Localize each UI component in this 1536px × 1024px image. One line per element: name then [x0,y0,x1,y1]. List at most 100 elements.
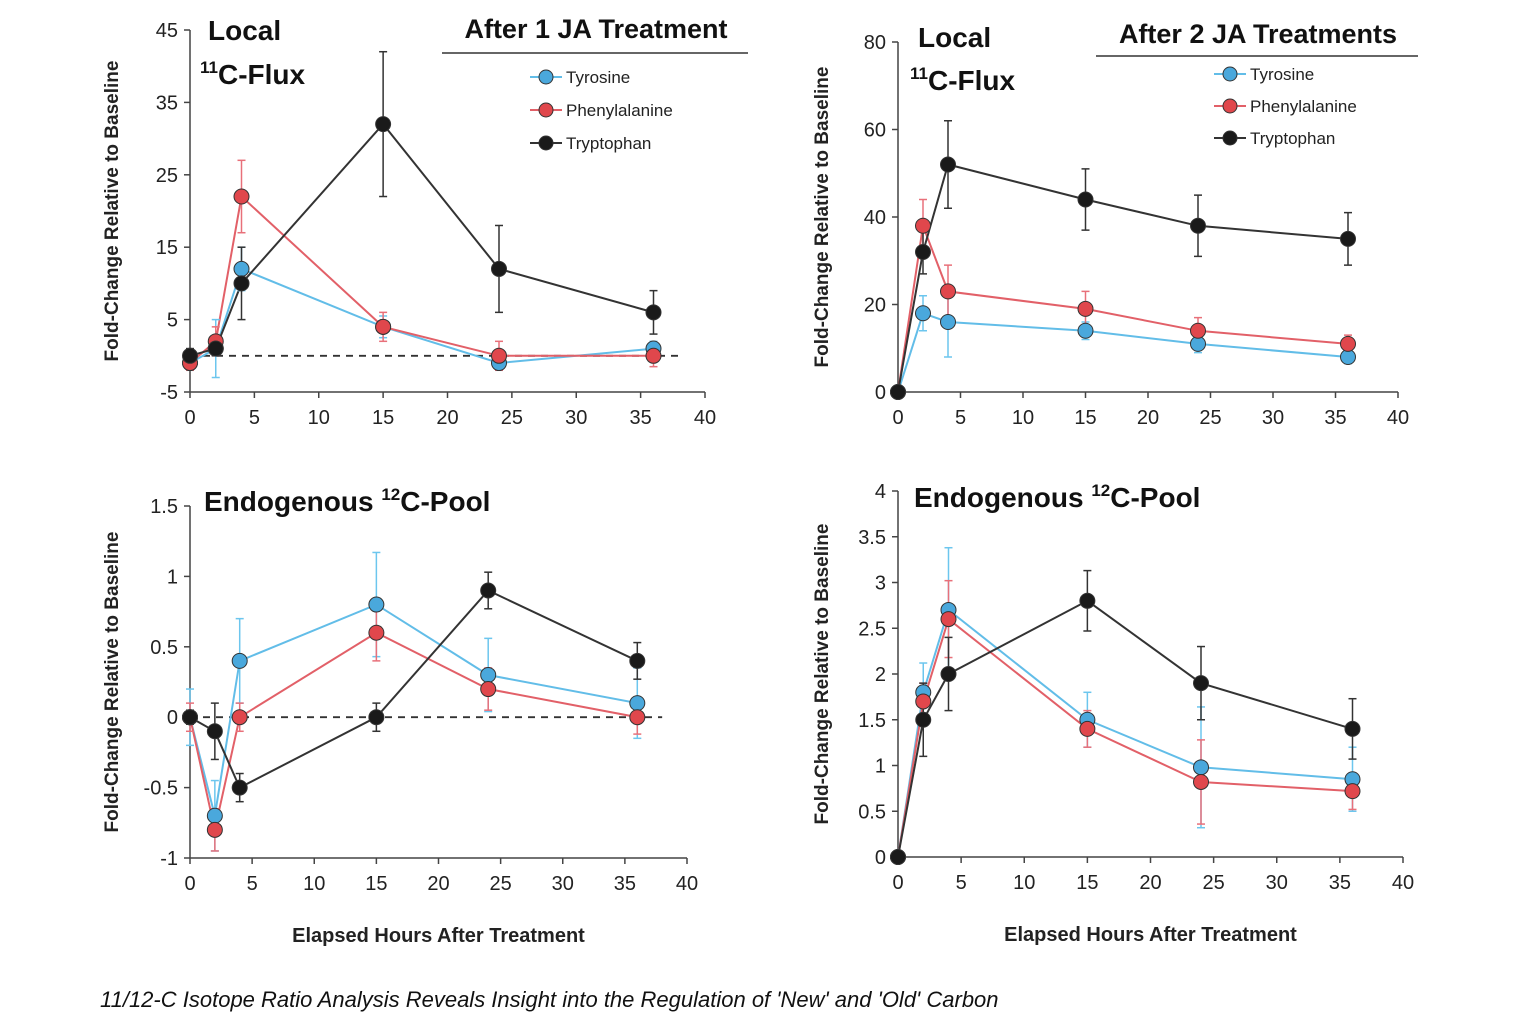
x-tick-label: 40 [694,407,716,429]
x-tick-label: 30 [552,873,574,895]
y-tick-label: 45 [156,20,178,42]
data-point-tyrosine [1077,322,1094,339]
x-tick-label: 25 [501,407,523,429]
chart-panel-pool-2-treatments: 00.511.522.533.540 5 10 15 20 25 30 35 40Fold-Ch… [812,481,1414,946]
data-point-tryptophan [1340,230,1356,247]
data-point-tryptophan [231,779,248,796]
data-point-phenylalanine [368,624,385,641]
y-tick-label: 1 [167,566,178,588]
legend-marker-phenylalanine [538,102,554,118]
x-tick-label: 35 [614,873,636,895]
x-tick-label: 20 [1137,407,1159,429]
data-point-tryptophan [368,709,385,726]
y-tick-label: -1 [160,848,178,870]
data-point-phenylalanine [1340,335,1356,352]
chart-subtitle: 11C-Flux [200,58,306,90]
data-point-tyrosine [368,596,385,613]
data-point-phenylalanine [940,283,956,300]
series-line-phenylalanine [897,221,1349,393]
series-line-phenylalanine [189,631,638,831]
data-point-tryptophan [890,849,906,865]
y-tick-label: 3.5 [858,527,886,549]
x-tick-label: 25 [490,873,512,895]
y-tick-label: 3 [875,573,886,595]
x-tick-label: 0 [892,872,903,894]
legend-label-tyrosine: Tyrosine [1250,65,1314,84]
y-tick-label: 1.5 [858,710,886,732]
data-point-phenylalanine [629,709,646,726]
data-point-tryptophan [1079,592,1096,609]
chart-header: After 1 JA Treatment [464,14,727,44]
series-line-tryptophan [189,122,654,357]
title-superscript: 12 [381,485,400,504]
chart-title: Endogenous 12C-Pool [914,481,1200,513]
x-tick-label: 40 [1392,872,1414,894]
x-tick-label: 0 [184,407,195,429]
x-tick-label: 20 [1139,872,1161,894]
x-tick-label: 15 [1076,872,1098,894]
x-axis-label: Elapsed Hours After Treatment [292,925,585,947]
x-tick-label: 10 [303,873,325,895]
data-point-phenylalanine [375,318,392,335]
data-point-tryptophan [940,666,957,682]
data-point-tryptophan [890,384,906,400]
legend-label-tyrosine: Tyrosine [566,68,630,87]
series-line-tryptophan [897,599,1353,858]
data-point-phenylalanine [915,693,932,710]
legend-marker-tyrosine [538,69,554,85]
x-tick-label: 20 [427,873,449,895]
title-text: Endogenous [204,486,381,517]
x-tick-label: 35 [630,407,652,429]
y-tick-label: 0 [875,847,886,869]
series-line-tryptophan [897,163,1349,393]
y-tick-label: 1.5 [150,496,178,518]
data-point-phenylalanine [206,821,223,838]
data-point-tryptophan [629,652,646,669]
data-point-tyrosine [915,305,931,322]
data-point-tryptophan [375,116,392,133]
data-point-tryptophan [480,582,497,599]
data-point-phenylalanine [1190,322,1206,339]
x-tick-label: 35 [1329,872,1351,894]
data-point-phenylalanine [1079,720,1096,737]
x-tick-label: 15 [365,873,387,895]
y-tick-label: 0 [167,707,178,729]
y-axis-label: Fold-Change Relative to Baseline [812,67,833,368]
y-axis-label: Fold-Change Relative to Baseline [102,532,123,833]
chart-title: Local [208,15,281,46]
data-point-tryptophan [233,275,250,292]
data-point-tyrosine [1193,759,1209,776]
data-point-tryptophan [1190,217,1206,234]
legend-marker-tryptophan [1222,130,1238,146]
data-point-phenylalanine [915,217,931,234]
x-tick-label: 20 [436,407,458,429]
subtitle-superscript: 11 [910,64,928,83]
y-tick-label: -5 [160,382,178,404]
data-point-tyrosine [480,666,497,683]
subtitle-text: C-Flux [928,65,1016,96]
data-point-phenylalanine [940,611,957,628]
data-point-tryptophan [182,347,198,364]
data-point-tryptophan [182,709,198,726]
chart-panel-flux-2-treatments: 0 20 40 60 80 0 5 10 15 20 25 30 35 40 Fold-Change Rel… [812,19,1418,429]
chart-title: Endogenous 12C-Pool [204,485,490,517]
data-point-tryptophan [645,304,662,321]
x-tick-label: 40 [1387,407,1409,429]
x-tick-label: 30 [1266,872,1288,894]
data-point-tyrosine [940,314,956,330]
y-tick-label: 35 [156,92,178,114]
x-tick-label: 5 [955,407,966,429]
data-point-phenylalanine [231,709,248,726]
data-point-phenylalanine [645,347,662,364]
legend-label-phenylalanine: Phenylalanine [566,101,673,120]
title-superscript: 12 [1091,481,1110,500]
data-point-tryptophan [207,340,224,357]
y-tick-label: 1 [875,756,886,778]
x-tick-label: 35 [1324,407,1346,429]
y-tick-label: 80 [864,32,886,54]
data-point-tyrosine [231,652,248,669]
x-tick-label: 25 [1203,872,1225,894]
series-line-tryptophan [189,589,638,789]
data-point-phenylalanine [233,188,250,205]
x-tick-label: 0 [184,873,195,895]
